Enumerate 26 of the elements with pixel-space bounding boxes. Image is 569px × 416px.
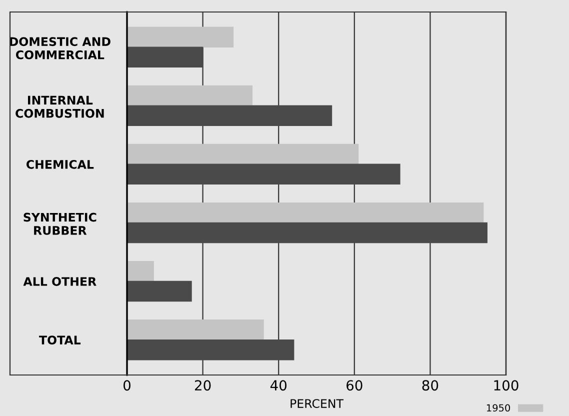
bar [127, 222, 488, 244]
x-tick-label: 40 [270, 380, 287, 391]
legend-label: 1950 [486, 404, 510, 412]
y-tick-label: DOMESTIC AND COMMERCIAL [10, 37, 110, 60]
y-tick-label: CHEMICAL [26, 160, 94, 169]
bar [127, 164, 400, 185]
y-tick-label: SYNTHETIC RUBBER [24, 212, 96, 235]
bar [127, 26, 234, 48]
x-tick-label: 80 [422, 380, 438, 391]
x-tick-label: 20 [194, 380, 211, 391]
x-tick-label: 0 [123, 380, 130, 391]
bar [127, 144, 359, 165]
bar [127, 320, 264, 340]
bar [127, 260, 154, 282]
bar [127, 339, 294, 360]
y-tick-label: ALL OTHER [23, 277, 96, 286]
bar [127, 280, 192, 302]
bar [127, 85, 252, 106]
x-axis-title: PERCENT [290, 399, 344, 408]
y-tick-label: INTERNAL COMBUSTION [16, 96, 104, 118]
y-tick-label: TOTAL [39, 336, 81, 345]
x-tick-label: 100 [494, 380, 518, 391]
x-tick-label: 60 [346, 380, 362, 391]
bar [127, 46, 204, 68]
bar [127, 202, 484, 224]
bar [127, 105, 332, 126]
